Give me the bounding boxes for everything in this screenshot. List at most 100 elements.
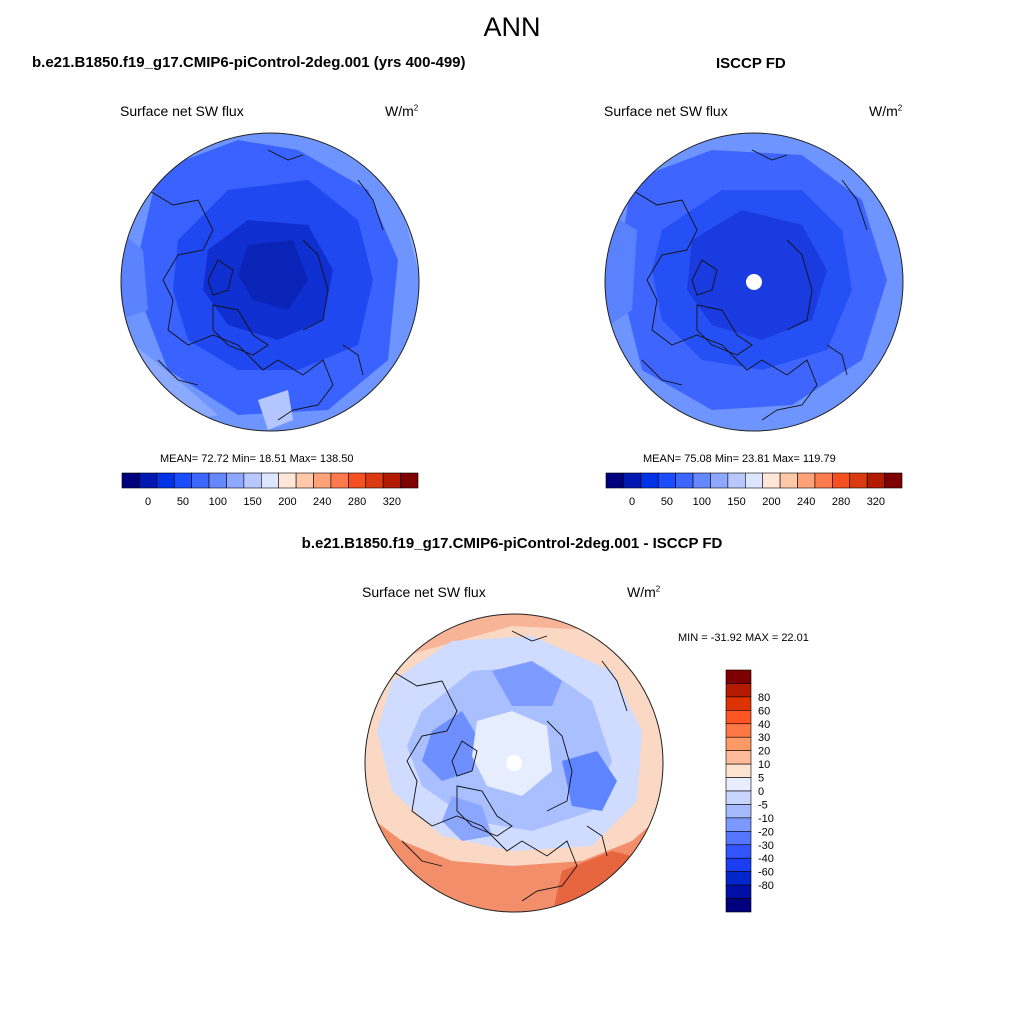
colorbar-swatch — [762, 472, 781, 489]
colorbar-swatch — [605, 472, 624, 489]
colorbar-tick-label: -80 — [758, 880, 774, 892]
colorbar-swatch — [725, 804, 752, 819]
colorbar-tick-label: -40 — [758, 853, 774, 865]
colorbar-swatch — [725, 831, 752, 846]
colorbar-swatch — [725, 736, 752, 751]
colorbar-tick-label: 240 — [797, 496, 815, 508]
colorbar-tick-label: 50 — [177, 496, 189, 508]
colorbar-tick-label: 0 — [145, 496, 151, 508]
model-stats: MEAN= 72.72 Min= 18.51 Max= 138.50 — [160, 453, 354, 465]
diff-variable-label: Surface net SW flux — [362, 584, 486, 600]
colorbar-swatch — [884, 472, 903, 489]
colorbar-swatch — [156, 472, 175, 489]
colorbar-tick-label: 5 — [758, 773, 764, 785]
colorbar-swatch — [832, 472, 851, 489]
colorbar-swatch — [725, 871, 752, 886]
model-colorbar: 0 50 100 150 200 240 280 320 — [121, 472, 419, 508]
colorbar-tick-label: -20 — [758, 826, 774, 838]
right-case-title: ISCCP FD — [716, 55, 786, 72]
colorbar-swatch — [382, 472, 401, 489]
colorbar-tick-label: 200 — [762, 496, 780, 508]
diff-units-label: W/m2 — [627, 584, 661, 600]
obs-polar-map — [604, 132, 904, 432]
obs-stats: MEAN= 75.08 Min= 23.81 Max= 119.79 — [643, 453, 836, 465]
colorbar-tick-label: 280 — [348, 496, 366, 508]
colorbar-swatch — [121, 472, 140, 489]
colorbar-swatch — [725, 750, 752, 765]
colorbar-swatch — [623, 472, 642, 489]
colorbar-swatch — [725, 898, 752, 913]
colorbar-tick-label: 200 — [278, 496, 296, 508]
colorbar-swatch — [866, 472, 885, 489]
colorbar-tick-label: 150 — [243, 496, 261, 508]
diff-polar-map — [364, 613, 664, 913]
colorbar-swatch — [725, 710, 752, 725]
colorbar-swatch — [191, 472, 210, 489]
colorbar-tick-labels: 0 50 100 150 200 240 280 320 — [629, 496, 885, 508]
colorbar-swatch — [779, 472, 798, 489]
colorbar-swatch — [278, 472, 297, 489]
colorbar-swatch — [725, 723, 752, 738]
colorbar-swatch — [692, 472, 711, 489]
colorbar-swatch — [725, 817, 752, 832]
colorbar-swatch — [295, 472, 314, 489]
model-variable-label: Surface net SW flux — [120, 103, 244, 119]
colorbar-tick-label: 60 — [758, 705, 770, 717]
colorbar-tick-label: 100 — [693, 496, 711, 508]
colorbar-swatch — [725, 683, 752, 698]
colorbar-swatch — [313, 472, 332, 489]
colorbar-tick-label: 0 — [629, 496, 635, 508]
colorbar-tick-label: 40 — [758, 719, 770, 731]
colorbar-tick-label: 320 — [383, 496, 401, 508]
obs-colorbar: 0 50 100 150 200 240 280 320 — [605, 472, 903, 508]
colorbar-tick-label: 280 — [832, 496, 850, 508]
colorbar-swatches — [121, 472, 419, 489]
colorbar-tick-label: -60 — [758, 867, 774, 879]
colorbar-swatch — [243, 472, 262, 489]
colorbar-swatch — [725, 844, 752, 859]
pole-missing-data — [506, 755, 522, 771]
colorbar-swatch — [365, 472, 384, 489]
colorbar-swatch — [260, 472, 280, 489]
colorbar-tick-label: -30 — [758, 840, 774, 852]
colorbar-tick-label: 320 — [867, 496, 885, 508]
diff-title: b.e21.B1850.f19_g17.CMIP6-piControl-2deg… — [301, 535, 723, 552]
colorbar-swatch — [725, 696, 752, 711]
colorbar-tick-label: 100 — [209, 496, 227, 508]
colorbar-tick-label: 0 — [758, 786, 764, 798]
colorbar-swatch — [727, 472, 746, 489]
colorbar-tick-label: 150 — [727, 496, 745, 508]
colorbar-swatch — [330, 472, 349, 489]
obs-variable-label: Surface net SW flux — [604, 103, 728, 119]
colorbar-swatch — [849, 472, 868, 489]
colorbar-swatch — [725, 777, 752, 792]
colorbar-swatch — [400, 472, 419, 489]
pole-missing-data — [746, 274, 762, 290]
colorbar-tick-labels: 0 50 100 150 200 240 280 320 — [145, 496, 401, 508]
colorbar-swatch — [640, 472, 659, 489]
left-case-title: b.e21.B1850.f19_g17.CMIP6-piControl-2deg… — [32, 54, 466, 71]
colorbar-swatch — [657, 472, 676, 489]
colorbar-swatch — [814, 472, 833, 489]
colorbar-swatch — [744, 472, 764, 489]
colorbar-swatch — [208, 472, 227, 489]
colorbar-swatch — [348, 472, 367, 489]
colorbar-swatch — [226, 472, 245, 489]
season-title: ANN — [483, 12, 541, 42]
colorbar-tick-label: 20 — [758, 746, 770, 758]
colorbar-swatches — [605, 472, 903, 489]
model-units-label: W/m2 — [385, 103, 419, 119]
colorbar-tick-label: -5 — [758, 799, 768, 811]
colorbar-tick-label: 240 — [313, 496, 331, 508]
colorbar-swatch — [725, 857, 752, 872]
obs-units-label: W/m2 — [869, 103, 903, 119]
colorbar-swatch — [725, 884, 752, 899]
colorbar-tick-label: 80 — [758, 692, 770, 704]
colorbar-swatch — [797, 472, 816, 489]
model-polar-map — [120, 132, 420, 432]
colorbar-swatch — [710, 472, 729, 489]
colorbar-swatch — [725, 763, 752, 778]
colorbar-swatch — [725, 669, 752, 684]
